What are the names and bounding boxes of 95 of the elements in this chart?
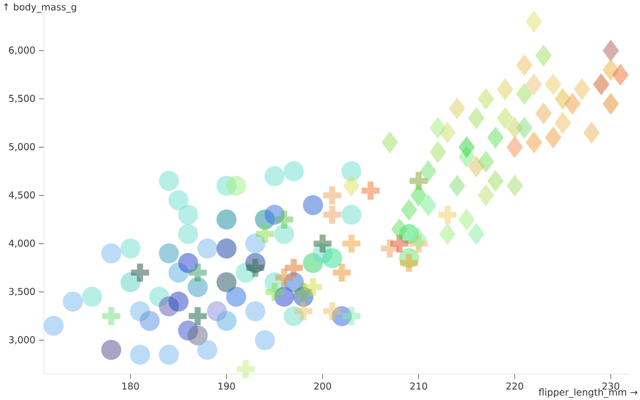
x-axis-title: flipper_length_mm → <box>538 388 638 398</box>
point <box>410 228 427 250</box>
x-tick-label: 180 <box>122 382 139 390</box>
y-tick-label: 6,000 <box>9 46 35 55</box>
point <box>506 136 523 158</box>
x-tick-label: 210 <box>410 382 428 390</box>
point <box>410 184 427 206</box>
point <box>302 195 323 216</box>
point <box>430 116 446 139</box>
point <box>535 44 552 66</box>
point <box>168 190 188 210</box>
point <box>382 131 398 154</box>
point <box>120 272 140 292</box>
point <box>140 310 160 331</box>
point <box>526 73 542 96</box>
point <box>487 126 504 148</box>
point <box>216 310 237 331</box>
point <box>158 170 179 191</box>
point <box>574 78 590 100</box>
point <box>274 224 294 244</box>
point <box>216 210 237 230</box>
y-tick-label: 4,500 <box>8 191 35 200</box>
point <box>448 98 466 120</box>
point <box>478 150 494 173</box>
point <box>478 184 494 206</box>
point <box>197 238 218 259</box>
point <box>178 224 198 244</box>
point <box>544 73 562 96</box>
point <box>158 243 179 264</box>
point <box>322 248 342 268</box>
y-tick-label: 3,000 <box>9 336 35 344</box>
point <box>130 344 150 365</box>
x-tick-label: 220 <box>506 382 524 390</box>
point <box>400 198 418 221</box>
point <box>158 344 179 365</box>
point <box>168 292 188 312</box>
point <box>101 340 122 360</box>
y-tick-label: 5,500 <box>9 94 35 103</box>
point <box>554 112 572 134</box>
point <box>468 223 485 246</box>
point <box>245 234 266 254</box>
point <box>264 166 285 186</box>
point <box>448 174 466 197</box>
point <box>458 136 475 158</box>
point <box>468 107 485 130</box>
y-axis-title: ↑ body_mass_g <box>4 3 76 13</box>
point <box>516 83 533 106</box>
point <box>254 330 275 350</box>
y-tick-label: 5,000 <box>9 143 35 152</box>
point <box>516 54 533 76</box>
point <box>178 204 198 225</box>
point <box>496 78 514 100</box>
point <box>526 131 542 154</box>
point <box>526 10 542 33</box>
point <box>391 218 408 240</box>
point <box>62 292 83 312</box>
point <box>612 64 629 86</box>
point <box>197 340 218 360</box>
point <box>82 286 102 307</box>
point <box>506 174 523 197</box>
point <box>564 92 581 115</box>
point <box>458 208 475 231</box>
point <box>583 122 600 144</box>
point <box>216 238 237 259</box>
point <box>44 316 64 336</box>
point <box>602 40 620 62</box>
point <box>420 160 437 182</box>
point <box>420 194 437 216</box>
y-tick-label: 3,500 <box>9 288 35 296</box>
x-tick-label: 230 <box>602 382 620 390</box>
point <box>284 161 304 182</box>
point <box>188 325 208 346</box>
point <box>535 102 552 124</box>
point <box>592 73 610 96</box>
x-tick-label: 200 <box>314 382 331 390</box>
point <box>341 204 362 225</box>
point <box>478 88 494 110</box>
point <box>101 243 122 264</box>
point <box>216 272 237 292</box>
point <box>496 107 514 130</box>
point <box>544 126 562 148</box>
point <box>487 170 504 192</box>
point <box>430 140 446 163</box>
point <box>245 301 266 322</box>
point <box>439 223 456 246</box>
point <box>226 286 246 307</box>
point <box>341 161 362 182</box>
point <box>602 92 620 115</box>
point <box>188 277 208 298</box>
x-tick-label: 190 <box>218 382 235 390</box>
point <box>343 174 360 197</box>
point <box>516 116 533 139</box>
point <box>226 176 246 196</box>
point <box>120 238 140 259</box>
y-tick-label: 4,000 <box>8 240 35 248</box>
